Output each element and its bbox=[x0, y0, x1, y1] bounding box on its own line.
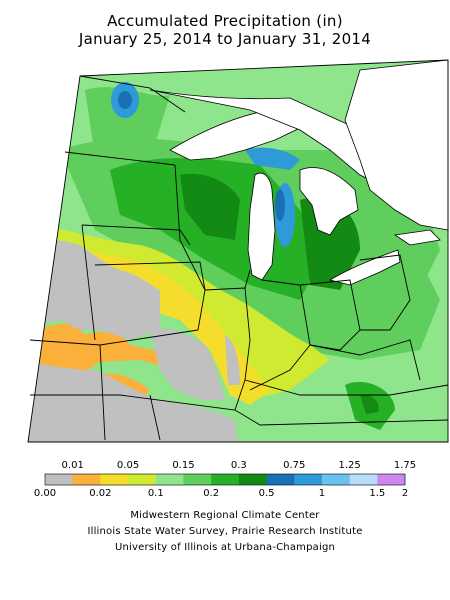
legend-swatch-4 bbox=[155, 474, 184, 485]
legend-swatch-7 bbox=[238, 474, 267, 485]
border-mn-wi bbox=[174, 164, 206, 291]
legend-swatch-3 bbox=[128, 474, 157, 485]
border-wi-il bbox=[244, 269, 251, 289]
field-dark-green-wi bbox=[180, 173, 240, 240]
field-dark-blue-mn bbox=[118, 91, 132, 109]
border-tn-south bbox=[119, 394, 449, 426]
lake-huron bbox=[299, 167, 359, 236]
border-ia bbox=[94, 261, 206, 331]
legend-bottom-label: 2 bbox=[401, 488, 409, 499]
border-ne-ks-west bbox=[81, 224, 96, 341]
field-gray-south bbox=[28, 360, 240, 442]
border-sd-ne bbox=[81, 224, 191, 246]
field-dark-blue-michigan bbox=[275, 189, 285, 221]
field-orange bbox=[40, 323, 190, 375]
lake-erie bbox=[328, 249, 401, 286]
lake-ontario bbox=[393, 229, 441, 246]
border-pa bbox=[359, 254, 411, 331]
legend-bottom-label: 1 bbox=[318, 488, 326, 499]
map-title: Accumulated Precipitation (in) bbox=[107, 12, 343, 30]
legend-top-label: 0.15 bbox=[172, 460, 195, 471]
field-medium-green-oh bbox=[250, 260, 440, 360]
legend-swatch-0 bbox=[45, 474, 74, 485]
legend-top-label: 0.3 bbox=[230, 460, 247, 471]
field-dark-green-se bbox=[360, 394, 379, 414]
legend-swatch-9 bbox=[294, 474, 323, 485]
legend-colorbar bbox=[44, 473, 406, 486]
legend-border bbox=[44, 473, 406, 486]
legend-bottom-label: 0.1 bbox=[147, 488, 164, 499]
legend-bottom-label: 0.5 bbox=[258, 488, 275, 499]
field-gray-il bbox=[225, 335, 240, 385]
legend-swatch-8 bbox=[266, 474, 295, 485]
border-nd-sd bbox=[64, 151, 176, 166]
legend-swatch-11 bbox=[349, 474, 378, 485]
field-gray-missouri bbox=[150, 328, 225, 400]
lake-michigan bbox=[247, 172, 276, 281]
legend-top-label: 1.25 bbox=[338, 460, 361, 471]
border-ky-tn bbox=[244, 379, 449, 396]
legend-swatch-5 bbox=[183, 474, 212, 485]
field-blue-superior bbox=[245, 147, 300, 170]
credit-isws: Illinois State Water Survey, Prairie Res… bbox=[87, 526, 363, 537]
legend-swatch-6 bbox=[211, 474, 240, 485]
border-ks-ok bbox=[99, 344, 106, 441]
legend-bottom-label: 0.2 bbox=[203, 488, 220, 499]
legend-bottom-label: 1.5 bbox=[369, 488, 386, 499]
legend-top-label: 1.75 bbox=[393, 460, 417, 471]
border-ky-wv bbox=[309, 339, 421, 381]
border-us-canada bbox=[79, 75, 186, 113]
field-gray-plains bbox=[28, 239, 160, 340]
legend-swatch-12 bbox=[377, 474, 406, 485]
legend-top-label: 0.01 bbox=[61, 460, 84, 471]
field-dark-green-mi bbox=[300, 197, 360, 290]
state-boundaries bbox=[29, 75, 449, 441]
map-date-range: January 25, 2014 to January 31, 2014 bbox=[78, 30, 372, 48]
legend-bottom-label: 0.02 bbox=[89, 488, 112, 499]
credit-mrcc: Midwestern Regional Climate Center bbox=[130, 510, 320, 521]
canada-white bbox=[149, 59, 449, 231]
legend-top-label: 0.05 bbox=[116, 460, 140, 471]
border-ar bbox=[149, 394, 161, 441]
credit-uiuc: University of Illinois at Urbana-Champai… bbox=[114, 542, 336, 553]
map-frame bbox=[27, 59, 449, 443]
legend-swatch-1 bbox=[72, 474, 101, 485]
border-il bbox=[204, 287, 251, 411]
field-medium-green-nw bbox=[85, 87, 170, 190]
legend-swatch-10 bbox=[321, 474, 351, 485]
legend-bottom-label: 0.00 bbox=[33, 488, 57, 499]
legend-swatch-2 bbox=[100, 474, 129, 485]
legend-top-label: 0.75 bbox=[283, 460, 306, 471]
